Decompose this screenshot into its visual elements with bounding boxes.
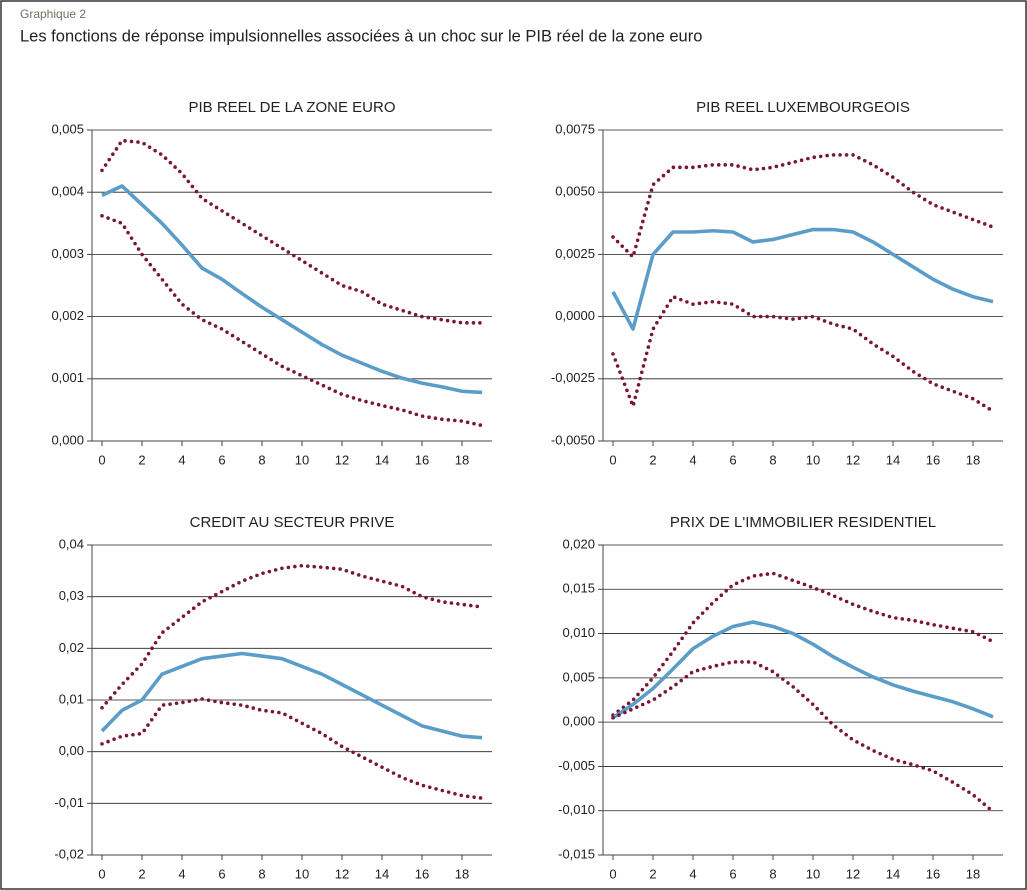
x-tick-label: 14	[375, 452, 389, 467]
x-tick-label: 10	[806, 866, 820, 881]
y-tick-label: 0,0075	[555, 121, 595, 136]
y-tick-label: 0,04	[59, 536, 84, 551]
y-tick-label: -0,01	[54, 795, 84, 810]
x-tick-label: 4	[689, 452, 696, 467]
line-series	[611, 571, 995, 717]
chart-title: PIB REEL LUXEMBOURGEOIS	[696, 99, 910, 116]
x-tick-label: 4	[178, 866, 185, 881]
x-tick-label: 6	[218, 866, 225, 881]
x-tick-label: 0	[98, 452, 105, 467]
y-tick-label: -0,0025	[551, 370, 595, 385]
x-tick-label: 18	[966, 866, 980, 881]
y-tick-label: 0,000	[51, 432, 84, 447]
figure-title: Les fonctions de réponse impulsionnelles…	[20, 27, 702, 45]
line-series	[101, 184, 483, 395]
y-tick-label: 0,01	[59, 691, 84, 706]
x-tick-label: 8	[258, 452, 265, 467]
chart-title: PRIX DE L'IMMOBILIER RESIDENTIEL	[670, 514, 936, 531]
y-tick-label: -0,0050	[551, 432, 595, 447]
x-tick-label: 2	[138, 452, 145, 467]
x-tick-label: 6	[218, 452, 225, 467]
y-tick-label: 0,004	[51, 184, 84, 199]
y-tick-label: -0,015	[558, 846, 595, 861]
y-tick-label: -0,010	[558, 802, 595, 817]
x-tick-label: 10	[295, 866, 309, 881]
x-tick-label: 12	[335, 866, 349, 881]
x-tick-label: 16	[926, 866, 940, 881]
y-tick-label: 0,0050	[555, 184, 595, 199]
x-tick-label: 10	[806, 452, 820, 467]
x-tick-label: 8	[769, 866, 776, 881]
y-tick-label: 0,005	[562, 669, 595, 684]
x-tick-label: 18	[966, 452, 980, 467]
line-series	[611, 153, 995, 259]
x-tick-label: 14	[375, 866, 389, 881]
x-tick-label: 6	[729, 452, 736, 467]
x-tick-label: 16	[415, 866, 429, 881]
y-tick-label: 0,0000	[555, 308, 595, 323]
line-series	[100, 697, 484, 800]
x-tick-label: 2	[649, 866, 656, 881]
x-tick-label: 14	[886, 452, 900, 467]
x-tick-label: 4	[178, 452, 185, 467]
y-tick-label: 0,003	[51, 246, 84, 261]
x-tick-label: 14	[886, 866, 900, 881]
x-tick-label: 2	[138, 866, 145, 881]
x-tick-label: 16	[415, 452, 429, 467]
x-tick-label: 0	[98, 866, 105, 881]
x-tick-label: 0	[609, 452, 616, 467]
line-series	[100, 651, 483, 740]
x-tick-label: 2	[649, 452, 656, 467]
x-tick-label: 10	[295, 452, 309, 467]
y-tick-label: 0,000	[562, 714, 595, 729]
line-series	[612, 620, 994, 720]
y-tick-label: 0,002	[51, 308, 84, 323]
line-series	[611, 294, 995, 413]
y-tick-label: 0,010	[562, 625, 595, 640]
chart-title: CREDIT AU SECTEUR PRIVE	[190, 514, 395, 531]
y-tick-label: 0,020	[562, 536, 595, 551]
figure-label: Graphique 2	[20, 7, 86, 21]
x-tick-label: 12	[846, 452, 860, 467]
x-tick-label: 12	[846, 866, 860, 881]
x-tick-label: 8	[258, 866, 265, 881]
y-tick-label: 0,02	[59, 640, 84, 655]
y-tick-label: 0,00	[59, 743, 84, 758]
y-tick-label: 0,0025	[555, 246, 595, 261]
x-tick-label: 0	[609, 866, 616, 881]
line-series	[611, 660, 995, 814]
x-tick-label: 8	[769, 452, 776, 467]
x-tick-label: 4	[689, 866, 696, 881]
chart-title: PIB REEL DE LA ZONE EURO	[188, 99, 395, 116]
x-tick-label: 18	[455, 866, 469, 881]
x-tick-label: 6	[729, 866, 736, 881]
y-tick-label: -0,005	[558, 758, 595, 773]
x-tick-label: 16	[926, 452, 940, 467]
line-series	[100, 563, 484, 710]
y-tick-label: 0,03	[59, 588, 84, 603]
x-tick-label: 12	[335, 452, 349, 467]
y-tick-label: -0,02	[54, 846, 84, 861]
line-series	[611, 227, 994, 331]
y-tick-label: 0,005	[51, 121, 84, 136]
x-tick-label: 18	[455, 452, 469, 467]
line-series	[100, 138, 484, 325]
y-tick-label: 0,001	[51, 370, 84, 385]
y-tick-label: 0,015	[562, 581, 595, 596]
